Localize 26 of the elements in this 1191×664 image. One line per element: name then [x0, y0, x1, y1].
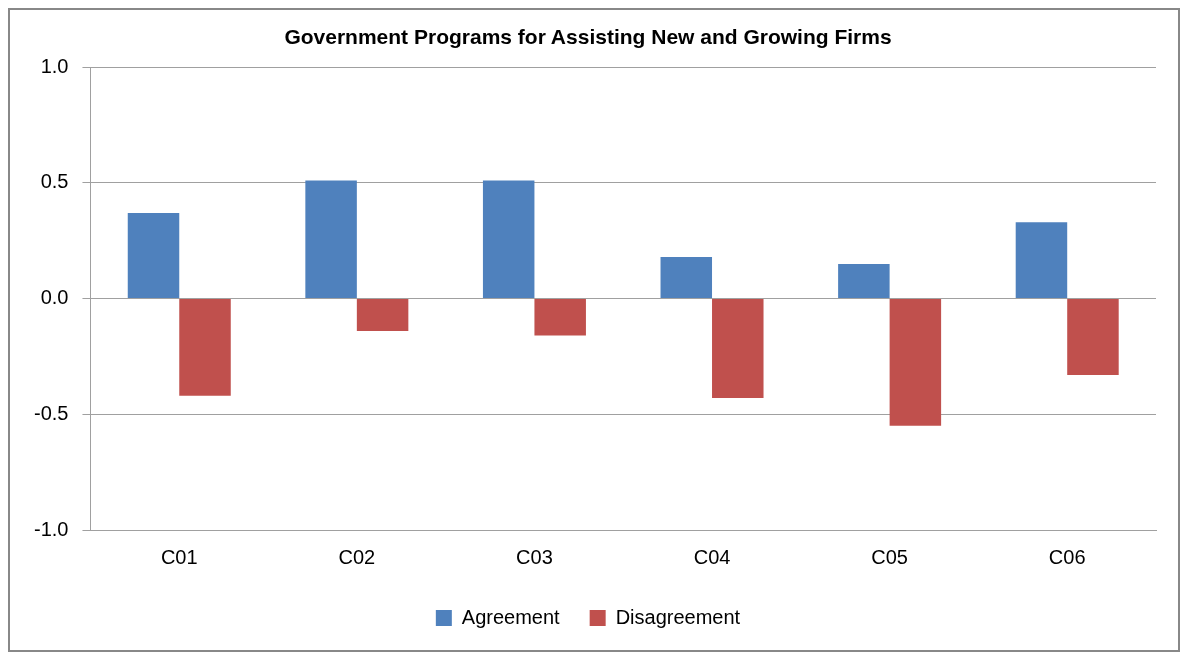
x-tick-label: C04: [693, 545, 731, 568]
bar: [482, 180, 535, 299]
y-tick-label: -0.5: [33, 401, 69, 424]
x-tick-label: C06: [1048, 545, 1086, 568]
bar: [712, 299, 764, 399]
y-tick-label: 1.0: [40, 54, 69, 77]
y-tick-label: 0.5: [40, 170, 69, 193]
x-tick-label: C03: [516, 545, 553, 568]
legend-label: Agreement: [461, 605, 561, 628]
x-tick-label: C05: [871, 545, 908, 568]
bar: [660, 256, 713, 299]
chart-title: Government Programs for Assisting New and Growing Firms: [284, 25, 892, 49]
bar: [127, 212, 180, 299]
x-tick-label: C01: [160, 545, 198, 568]
bar: [838, 263, 890, 299]
bar: [305, 180, 357, 299]
legend-label: Disagreement: [615, 605, 741, 628]
y-tick-label: 0.0: [40, 286, 69, 309]
bar: [1067, 299, 1119, 375]
bar: [534, 299, 586, 336]
bar: [1015, 222, 1068, 299]
bar: [179, 299, 231, 396]
y-tick-label: -1.0: [33, 517, 69, 540]
bar: [889, 299, 942, 426]
bar: [356, 299, 409, 331]
x-tick-label: C02: [338, 545, 376, 568]
